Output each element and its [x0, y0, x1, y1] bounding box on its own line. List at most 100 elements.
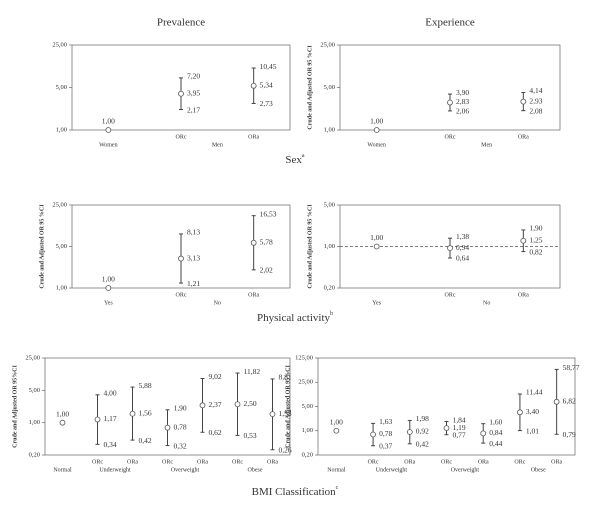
value-label: 1,53 — [279, 409, 292, 418]
group-label: Overweight — [451, 467, 480, 473]
lower-label: 0,44 — [489, 439, 502, 448]
value-label: 0,92 — [416, 427, 429, 436]
point — [164, 424, 171, 431]
caption-text: Physical activity — [257, 312, 331, 324]
value-label: 1,19 — [453, 423, 466, 432]
y-tick-label: 5,00 — [56, 243, 67, 250]
y-tick-label: 25,00 — [298, 379, 313, 386]
x-tick-label: ORc — [232, 459, 243, 465]
point — [178, 255, 184, 262]
point — [250, 82, 257, 89]
upper-label: 1,90 — [529, 224, 542, 233]
x-tick-label: ORc — [445, 292, 456, 298]
y-tick-label: 25,00 — [52, 201, 67, 208]
caption-text: BMI Classification — [252, 486, 337, 498]
upper-label: 10,45 — [260, 62, 277, 71]
value-label: 0,84 — [489, 428, 502, 437]
caption-sup: c — [336, 485, 339, 491]
lower-label: 0,42 — [416, 440, 429, 449]
upper-label: 16,53 — [260, 209, 277, 218]
point — [105, 127, 112, 133]
y-axis-label: Crude and Adjusted OR 95%CI — [12, 364, 18, 447]
y-axis-label: Crude and Adjusted OR 95 %CI — [307, 45, 313, 130]
point — [59, 419, 66, 426]
x-tick-label: ORa — [518, 292, 529, 298]
upper-label: 4,14 — [529, 86, 542, 95]
point — [447, 99, 453, 106]
lower-label: 0,53 — [244, 431, 257, 440]
lower-label: 0,37 — [379, 441, 392, 450]
group-label: Obese — [531, 467, 546, 473]
x-tick-label: ORa — [127, 459, 138, 465]
x-tick-label: ORa — [518, 134, 529, 140]
x-tick-label: ORa — [197, 459, 208, 465]
row-caption: Sexa — [285, 153, 305, 165]
x-tick-label: ORc — [176, 134, 187, 140]
upper-label: 1,38 — [456, 232, 469, 241]
caption-sup: b — [330, 311, 333, 317]
y-tick-label: 1,00 — [56, 284, 67, 291]
point — [250, 239, 257, 246]
lower-label: 2,17 — [187, 105, 200, 114]
x-tick-label: ORc — [514, 459, 525, 465]
value-label: 1,17 — [104, 414, 117, 423]
upper-label: 1,98 — [416, 414, 429, 423]
point — [370, 431, 376, 438]
x-tick-label: Women — [367, 142, 386, 148]
value-label: 2,93 — [529, 96, 542, 105]
y-tick-label: 5,00 — [302, 403, 313, 410]
y-tick-label: 5,00 — [29, 387, 40, 394]
upper-label: 3,90 — [456, 88, 469, 97]
y-tick-label: 0,20 — [324, 284, 335, 291]
lower-label: 2,08 — [529, 106, 542, 115]
y-tick-label: 125,00 — [295, 354, 313, 361]
value-label: 0,78 — [174, 422, 187, 431]
upper-label: 1,63 — [379, 417, 392, 426]
y-tick-label: 25,00 — [52, 41, 67, 48]
upper-label: 7,20 — [187, 72, 200, 81]
value-label: 1,00 — [102, 275, 115, 284]
x-tick-label: ORa — [248, 292, 259, 298]
y-axis-label: Crude and Adjusted OR 95%CI — [285, 364, 291, 447]
x-tick-label: Yes — [372, 300, 381, 306]
row-caption: BMI Classificationc — [252, 485, 339, 497]
point — [234, 401, 241, 408]
lower-label: 0,77 — [453, 430, 466, 439]
x-tick-label: ORa — [248, 134, 259, 140]
x-tick-label: ORa — [404, 459, 415, 465]
upper-label: 1,84 — [453, 415, 466, 424]
value-label: 2,50 — [244, 399, 257, 408]
upper-label: 11,44 — [526, 388, 543, 397]
y-tick-label: 5,00 — [324, 84, 335, 91]
upper-label: 58,77 — [563, 363, 580, 372]
value-label: 1,00 — [56, 409, 69, 418]
point — [178, 90, 184, 97]
lower-label: 0,79 — [563, 430, 576, 439]
point — [443, 425, 450, 432]
x-tick-label: ORc — [368, 459, 379, 465]
value-label: 5,34 — [260, 80, 273, 89]
x-tick-label: ORc — [92, 459, 103, 465]
chart-title: Prevalence — [157, 17, 205, 29]
y-axis-label: Crude and Adjusted OR 95 %CI — [307, 204, 313, 289]
point — [553, 398, 560, 405]
value-label: 1,25 — [529, 235, 542, 244]
lower-label: 1,01 — [526, 426, 539, 435]
point — [520, 237, 527, 244]
x-tick-label: Normal — [327, 467, 346, 473]
value-label: 0,78 — [379, 429, 392, 438]
y-tick-label: 1,00 — [302, 427, 313, 434]
lower-label: 0,26 — [279, 445, 292, 454]
value-label: 3,13 — [187, 253, 200, 262]
group-label: Overweight — [171, 467, 200, 473]
y-tick-label: 5,00 — [56, 84, 67, 91]
point — [517, 409, 523, 416]
value-label: 1,00 — [330, 417, 343, 426]
upper-label: 4,00 — [104, 389, 117, 398]
x-tick-label: ORc — [441, 459, 452, 465]
value-label: 0,94 — [456, 243, 469, 252]
group-label: Obese — [248, 467, 263, 473]
x-tick-label: Yes — [104, 300, 113, 306]
value-label: 5,78 — [260, 237, 273, 246]
